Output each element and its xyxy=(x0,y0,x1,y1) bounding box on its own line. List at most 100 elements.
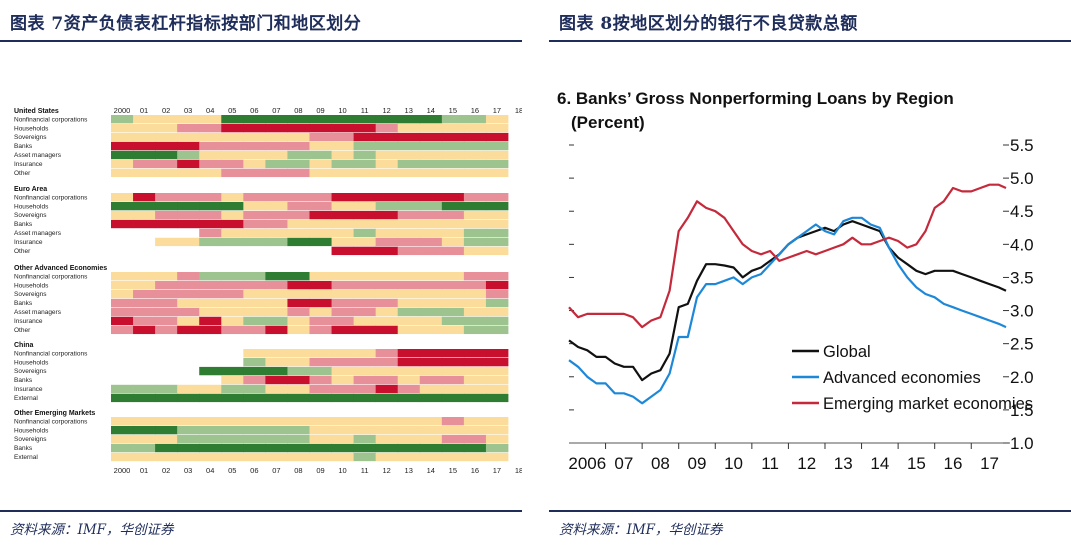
heatmap-cell xyxy=(353,298,377,308)
heatmap-cell xyxy=(441,168,465,178)
heatmap-cell xyxy=(221,123,244,133)
heatmap-bottom-tick-label: 12 xyxy=(382,466,390,475)
heatmap-row-label: Insurance xyxy=(14,161,43,168)
heatmap-cell xyxy=(353,228,377,238)
heatmap-cell xyxy=(243,307,266,317)
heatmap-cell xyxy=(309,123,332,133)
heatmap-cell xyxy=(441,425,465,435)
heatmap-cell xyxy=(375,219,399,229)
heatmap-cell xyxy=(111,193,134,202)
y-tick-label: 2.0 xyxy=(1010,368,1034,387)
heatmap-cell xyxy=(485,325,509,335)
heatmap-cell xyxy=(243,159,266,169)
heatmap-cell xyxy=(485,168,509,178)
heatmap-cell xyxy=(419,228,443,238)
heatmap-cell xyxy=(309,280,332,290)
heatmap-top-tick-label: 15 xyxy=(449,106,457,115)
heatmap-cell xyxy=(221,443,244,453)
heatmap-cell xyxy=(375,150,399,160)
heatmap-cell xyxy=(309,289,332,299)
heatmap-cell xyxy=(155,159,178,169)
heatmap-cell xyxy=(309,159,332,169)
heatmap-cell xyxy=(397,349,421,358)
heatmap-cell xyxy=(221,357,244,367)
heatmap-cell xyxy=(419,434,443,444)
heatmap-cell xyxy=(441,393,465,403)
source-rule xyxy=(0,510,522,512)
heatmap-cell xyxy=(375,201,399,211)
heatmap-cell xyxy=(353,280,377,290)
heatmap-cell xyxy=(155,210,178,220)
heatmap-cell xyxy=(485,228,509,238)
heatmap-cell xyxy=(199,246,222,256)
heatmap-cell xyxy=(221,366,244,376)
heatmap-cell xyxy=(309,150,332,160)
heatmap-cell xyxy=(243,141,266,151)
heatmap-cell xyxy=(111,168,134,178)
heatmap-cell xyxy=(133,132,156,142)
heatmap-cell xyxy=(199,289,222,299)
heatmap-cell xyxy=(419,123,443,133)
heatmap-cell xyxy=(375,168,399,178)
heatmap-row-label: Banks xyxy=(14,143,33,150)
heatmap-cell xyxy=(199,452,222,462)
heatmap-cell xyxy=(287,393,310,403)
heatmap-cell xyxy=(375,141,399,151)
heatmap-cell xyxy=(287,193,310,202)
heatmap-cell xyxy=(375,393,399,403)
heatmap-cell xyxy=(265,201,288,211)
heatmap-cell xyxy=(243,375,266,385)
heatmap-cell xyxy=(155,168,178,178)
heatmap-cell xyxy=(287,246,310,256)
heatmap-cell xyxy=(155,443,178,453)
heatmap-cell xyxy=(133,307,156,317)
heatmap-cell xyxy=(243,434,266,444)
heatmap-row-label: Nonfinancial corporations xyxy=(14,350,88,357)
heatmap-cell xyxy=(397,132,421,142)
heatmap-row-label: Other xyxy=(14,170,31,177)
heatmap-cell xyxy=(177,316,200,326)
x-tick-label: 12 xyxy=(797,454,816,473)
heatmap-cell xyxy=(485,384,509,394)
title-rule xyxy=(549,40,1071,42)
heatmap-row-label: Households xyxy=(14,282,49,289)
heatmap-cell xyxy=(133,237,156,247)
npl-line-chart: 6. Banks’ Gross Nonperforming Loans by R… xyxy=(557,89,1034,473)
heatmap-cell xyxy=(199,316,222,326)
heatmap-bottom-tick-label: 10 xyxy=(338,466,346,475)
heatmap-cell xyxy=(221,193,244,202)
heatmap-cell xyxy=(111,434,134,444)
heatmap-cell xyxy=(463,384,487,394)
heatmap-cell xyxy=(331,349,355,358)
heatmap-cell xyxy=(177,434,200,444)
chart-subtitle: (Percent) xyxy=(571,113,645,132)
y-tick-label: 4.5 xyxy=(1010,202,1034,221)
heatmap-cell xyxy=(375,357,399,367)
heatmap-cell xyxy=(243,210,266,220)
heatmap-cell xyxy=(375,228,399,238)
heatmap-cell xyxy=(265,150,288,160)
heatmap-cell xyxy=(463,246,487,256)
heatmap-row-label: Households xyxy=(14,125,49,132)
heatmap-cell xyxy=(309,316,332,326)
heatmap-cell xyxy=(375,384,399,394)
heatmap-cell xyxy=(287,159,310,169)
heatmap-cell xyxy=(353,272,377,281)
heatmap-cell xyxy=(397,115,421,124)
heatmap-cell xyxy=(243,201,266,211)
heatmap-cell xyxy=(309,193,332,202)
heatmap-cell xyxy=(485,123,509,133)
heatmap-cell xyxy=(353,201,377,211)
heatmap-cell xyxy=(177,393,200,403)
heatmap-cell xyxy=(441,307,465,317)
heatmap-cell xyxy=(353,246,377,256)
heatmap-source-note: 资料来源：IMF，华创证券 xyxy=(10,522,174,538)
heatmap-cell xyxy=(199,434,222,444)
heatmap-cell xyxy=(199,417,222,426)
heatmap-cell xyxy=(375,237,399,247)
heatmap-cell xyxy=(177,417,200,426)
heatmap-cell xyxy=(419,159,443,169)
heatmap-cell xyxy=(177,141,200,151)
heatmap-bottom-tick-label: 17 xyxy=(493,466,501,475)
heatmap-cell xyxy=(221,201,244,211)
